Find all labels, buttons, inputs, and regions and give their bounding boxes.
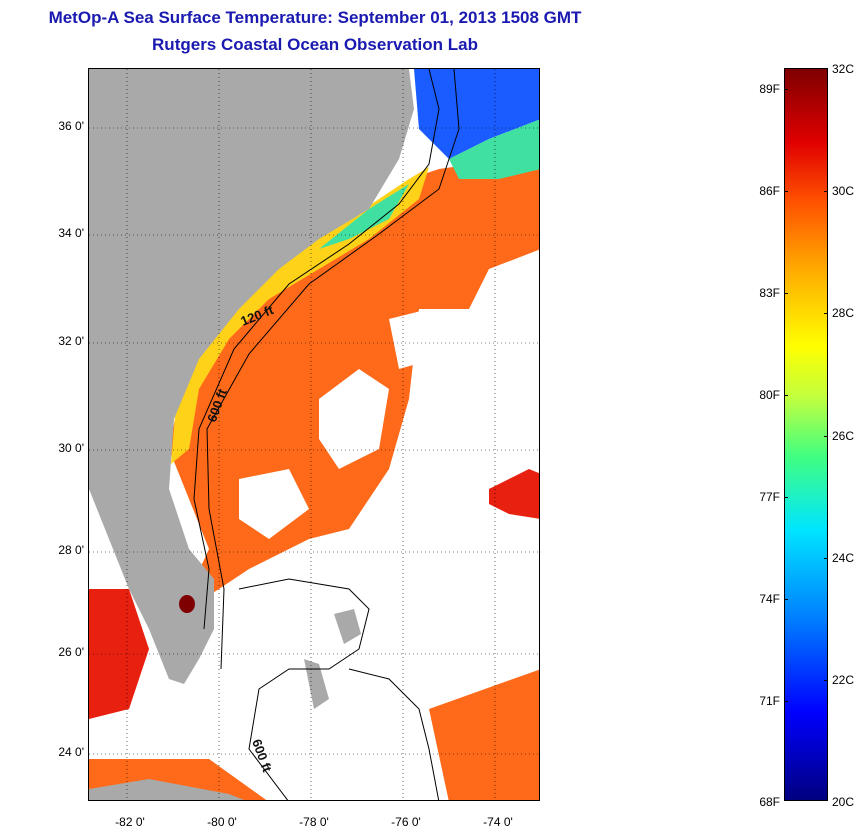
sst-map — [88, 68, 540, 801]
lat-tick-label: 36 0' — [58, 119, 84, 133]
contour-600ft — [206, 69, 460, 670]
bahamas-island — [304, 659, 329, 709]
lat-tick-label: 32 0' — [58, 334, 84, 348]
cloud-patch — [239, 469, 309, 539]
coastal-cold-water — [319, 184, 409, 249]
contour-bahamas-2 — [348, 668, 440, 800]
colorbar-f-label: 89F — [759, 82, 780, 96]
colorbar-tick — [784, 701, 788, 702]
colorbar-tick — [784, 395, 788, 396]
warm-water-southeast — [429, 669, 539, 800]
lat-tick-label: 26 0' — [58, 645, 84, 659]
colorbar-f-label: 71F — [759, 694, 780, 708]
lon-tick-label: -76 0' — [391, 815, 421, 829]
colorbar-tick — [784, 497, 788, 498]
map-title: MetOp-A Sea Surface Temperature: Septemb… — [48, 8, 582, 27]
lat-tick-label: 30 0' — [58, 441, 84, 455]
colorbar-f-label: 74F — [759, 592, 780, 606]
colorbar-c-label: 28C — [832, 306, 855, 320]
colorbar-f-label: 77F — [759, 490, 780, 504]
colorbar-c-label: 24C — [832, 551, 855, 565]
colorbar-f-label: 80F — [759, 388, 780, 402]
hot-water-east — [489, 469, 539, 519]
colorbar-tick — [824, 558, 828, 559]
lake-okeechobee — [179, 595, 195, 613]
colorbar-tick — [824, 680, 828, 681]
temperature-colorbar — [784, 68, 828, 801]
colorbar-tick — [824, 191, 828, 192]
lon-tick-label: -78 0' — [299, 815, 329, 829]
colorbar-f-label: 68F — [759, 795, 780, 809]
gridlines — [89, 69, 539, 800]
colorbar-tick — [824, 313, 828, 314]
coastal-cool-water — [171, 167, 429, 464]
lat-tick-label: 28 0' — [58, 543, 84, 557]
cold-water-northeast — [414, 69, 539, 159]
colorbar-f-label: 83F — [759, 286, 780, 300]
hot-water-gulf — [89, 589, 149, 719]
contour-120ft — [193, 69, 440, 630]
lat-tick-label: 24 0' — [58, 745, 84, 759]
colorbar-c-label: 26C — [832, 429, 855, 443]
colorbar-f-label: 86F — [759, 184, 780, 198]
colorbar-tick — [784, 599, 788, 600]
cloud-patch — [389, 309, 434, 369]
lon-tick-label: -80 0' — [207, 815, 237, 829]
bahamas-island — [334, 609, 361, 644]
contour-bahamas — [238, 578, 370, 800]
sst-map-graphic — [89, 69, 539, 800]
cool-water-northeast — [449, 119, 539, 179]
colorbar-tick — [784, 89, 788, 90]
colorbar-tick — [824, 436, 828, 437]
lat-tick-label: 34 0' — [58, 226, 84, 240]
colorbar-c-label: 20C — [832, 795, 855, 809]
colorbar-c-label: 32C — [832, 62, 855, 76]
land-southeast-us — [89, 69, 414, 684]
map-subtitle: Rutgers Coastal Ocean Observation Lab — [152, 35, 478, 54]
colorbar-c-label: 22C — [832, 673, 855, 687]
cloud-patch — [319, 369, 389, 469]
colorbar-tick — [784, 191, 788, 192]
colorbar-tick — [784, 293, 788, 294]
cuba — [89, 779, 244, 800]
lon-tick-label: -82 0' — [115, 815, 145, 829]
colorbar-c-label: 30C — [832, 184, 855, 198]
lon-tick-label: -74 0' — [483, 815, 513, 829]
